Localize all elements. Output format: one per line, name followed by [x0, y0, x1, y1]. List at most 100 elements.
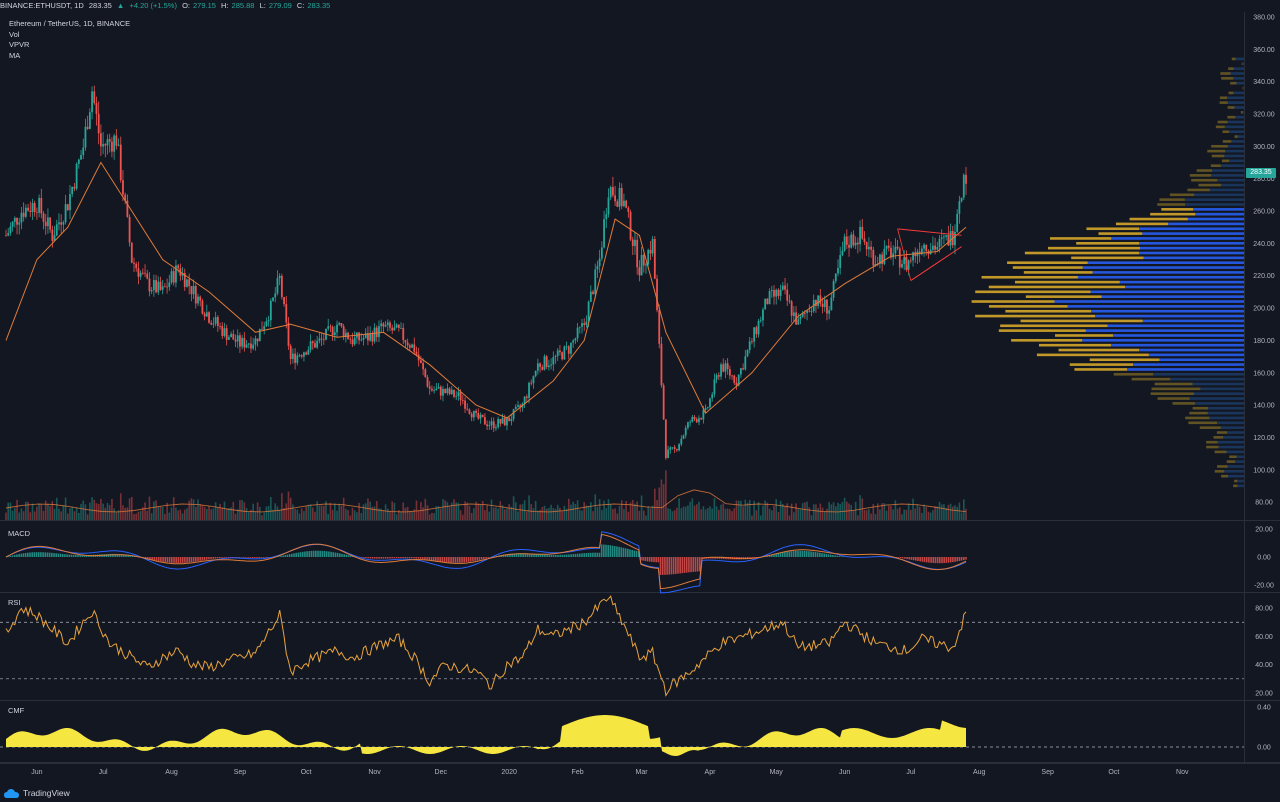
vpvr-bar-up: [1139, 348, 1244, 352]
volume-bar: [726, 508, 729, 520]
volume-bar: [256, 502, 259, 520]
candle-body: [519, 405, 522, 408]
macd-bar: [690, 557, 692, 573]
candle-body: [656, 278, 658, 311]
macd-bar: [771, 554, 773, 557]
macd-bar: [397, 557, 400, 559]
candle-body: [464, 400, 466, 409]
macd-bar: [775, 553, 777, 557]
candle-body: [108, 139, 111, 142]
candle-body: [784, 285, 786, 290]
candle-body: [254, 338, 257, 345]
candle-body: [850, 234, 853, 248]
candle-body: [104, 144, 107, 146]
candle-body: [378, 326, 380, 338]
price-tick-label: 100.00: [1253, 467, 1275, 474]
volume-bar: [119, 493, 122, 520]
candle-body: [230, 333, 233, 338]
volume-bar: [722, 503, 725, 520]
candle-body: [662, 385, 665, 420]
macd-bar: [186, 557, 188, 563]
vpvr-bar-up: [1234, 106, 1244, 109]
macd-bar: [550, 554, 553, 557]
candle-body: [596, 266, 599, 270]
candle-body: [781, 285, 784, 290]
volume-bar: [329, 502, 332, 520]
macd-bar: [810, 551, 812, 557]
legend-title[interactable]: Ethereum / TetherUS, 1D, BINANCE: [9, 19, 131, 28]
macd-bar: [956, 557, 959, 562]
volume-bar: [733, 508, 736, 520]
candle-body: [84, 126, 87, 148]
volume-bar: [481, 501, 484, 520]
volume-bar: [764, 500, 766, 520]
candle-body: [759, 320, 762, 322]
macd-bar: [282, 555, 284, 557]
macd-label[interactable]: MACD: [8, 529, 31, 538]
volume-bar: [40, 503, 43, 520]
macd-bar: [308, 551, 311, 557]
candle-body: [241, 337, 244, 347]
macd-bar: [585, 553, 588, 557]
volume-bar: [530, 504, 533, 520]
volume-bar: [658, 487, 661, 520]
volume-bar: [506, 508, 508, 520]
volume-bar: [439, 508, 442, 520]
macd-bar: [288, 554, 291, 557]
candle-body: [503, 417, 506, 426]
legend-item-vpvr[interactable]: VPVR: [9, 40, 30, 49]
macd-bar: [179, 557, 182, 563]
volume-bar: [404, 507, 407, 520]
macd-line: [5, 531, 967, 594]
volume-bar: [208, 506, 210, 520]
candle-body: [609, 187, 612, 198]
candle-body: [572, 340, 575, 343]
volume-bar: [779, 500, 782, 520]
footer-brand[interactable]: TradingView: [4, 786, 70, 800]
macd-bar: [424, 557, 426, 560]
volume-bar: [168, 512, 171, 520]
macd-bar: [480, 557, 483, 560]
macd-bar: [27, 552, 29, 557]
candle-body: [358, 332, 361, 341]
vpvr-bar-up: [1242, 111, 1244, 114]
volume-bar: [146, 510, 149, 520]
candle-body: [525, 396, 528, 398]
volume-bar: [517, 511, 519, 520]
volume-bar: [885, 510, 888, 520]
macd-bar: [773, 554, 775, 557]
volume-bar: [729, 509, 731, 520]
symbol-label[interactable]: BINANCE:ETHUSDT, 1D: [0, 1, 84, 10]
candle-body: [389, 322, 391, 328]
volume-bar: [896, 508, 899, 520]
cmf-label[interactable]: CMF: [8, 706, 25, 715]
rsi-label[interactable]: RSI: [8, 598, 21, 607]
macd-bar: [29, 552, 31, 557]
candle-body: [29, 210, 32, 212]
candle-body: [856, 242, 859, 245]
vpvr-bar-up: [1085, 329, 1244, 332]
macd-bar: [129, 555, 132, 557]
macd-bar: [930, 557, 932, 563]
volume-bar: [724, 508, 727, 520]
macd-bar: [68, 554, 71, 557]
macd-bar: [603, 544, 605, 557]
candle-body: [879, 254, 881, 265]
candle-body: [141, 272, 144, 274]
macd-bar: [369, 557, 372, 559]
rsi-line: [5, 595, 967, 697]
vpvr-bar-down: [1192, 406, 1209, 410]
volume-bar: [97, 503, 100, 520]
volume-bar: [894, 500, 897, 520]
candle-body: [353, 337, 356, 345]
legend-item-vol[interactable]: Vol: [9, 29, 20, 39]
volume-bar: [470, 513, 473, 520]
triangle-upper-line: [897, 228, 962, 236]
candle-body: [693, 416, 696, 420]
volume-bar: [358, 502, 360, 520]
volume-bar: [892, 509, 894, 520]
legend-item-ma[interactable]: MA: [9, 50, 21, 60]
macd-bar: [829, 554, 832, 557]
volume-bar: [228, 508, 230, 520]
